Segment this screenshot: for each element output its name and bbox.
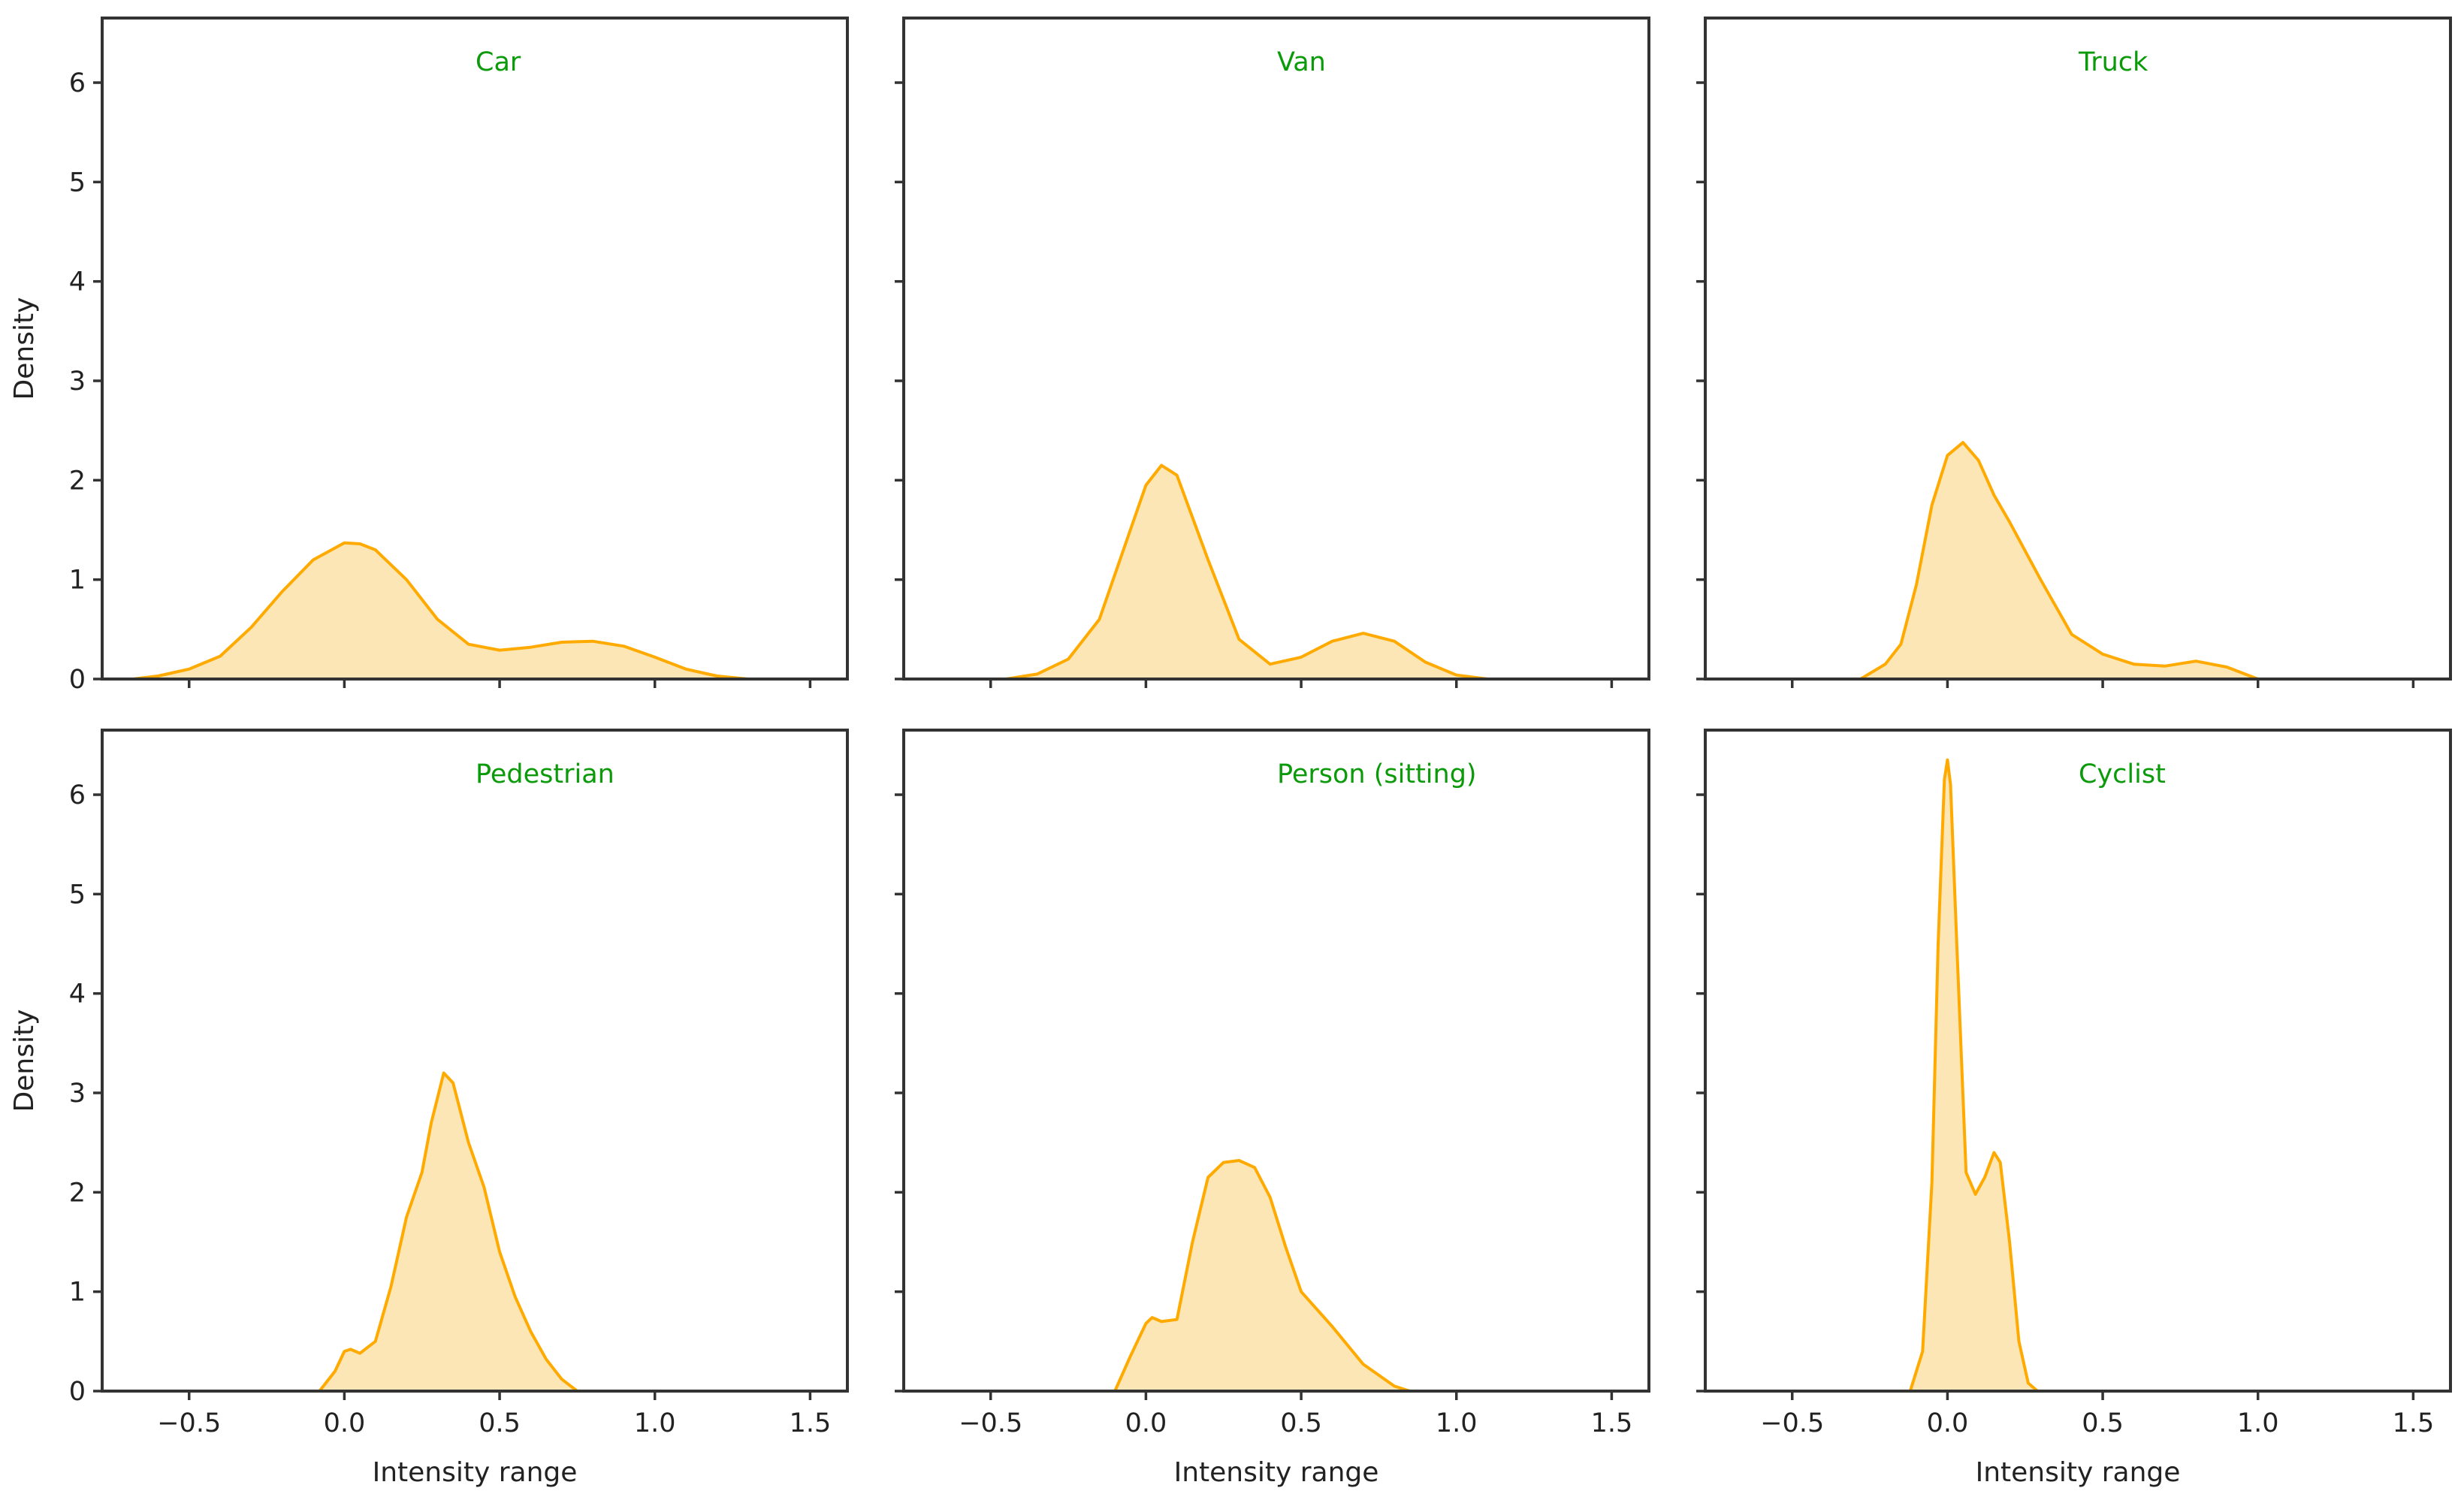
axes-frame xyxy=(101,729,849,1393)
x-tick-label: 0.5 xyxy=(1280,1408,1322,1438)
x-tick-label: 1.0 xyxy=(2237,1408,2279,1438)
panel-van: Van xyxy=(895,17,1650,688)
density-area xyxy=(1910,759,2038,1391)
density-line xyxy=(1908,758,2039,1393)
density-line xyxy=(1006,463,1488,681)
panel-title: Van xyxy=(1277,47,1326,77)
axes-frame xyxy=(1704,729,2452,1393)
y-tick-label: 1 xyxy=(69,566,86,596)
panel-title: Pedestrian xyxy=(476,759,614,789)
x-tick-label: −0.5 xyxy=(959,1408,1022,1438)
panel-title: Cyclist xyxy=(2079,759,2166,789)
x-tick-label: 0.0 xyxy=(324,1408,366,1438)
y-tick-label: 0 xyxy=(69,665,86,695)
density-area xyxy=(133,542,748,679)
y-tick-label: 2 xyxy=(69,1178,86,1208)
y-tick-label: 5 xyxy=(69,880,86,910)
panel-car: 0 1 2 3 4 5 6 Car Density xyxy=(9,17,849,695)
x-axis-label: Intensity range xyxy=(1174,1457,1379,1488)
y-tick-label: 6 xyxy=(69,68,86,98)
panel-cyclist: −0.5 0.0 0.5 1.0 1.5 Cyclist Intensity range xyxy=(1696,729,2452,1488)
y-tick-label: 5 xyxy=(69,168,86,198)
y-tick-label: 1 xyxy=(69,1278,86,1308)
y-tick-label: 6 xyxy=(69,780,86,810)
x-axis-label: Intensity range xyxy=(1976,1457,2181,1488)
panel-title: Truck xyxy=(2078,47,2148,77)
x-tick-label: −0.5 xyxy=(157,1408,221,1438)
x-tick-label: 1.0 xyxy=(634,1408,676,1438)
panel-title: Person (sitting) xyxy=(1277,759,1477,789)
density-line xyxy=(1113,1159,1411,1393)
y-tick-label: 2 xyxy=(69,466,86,496)
panel-truck: Truck xyxy=(1696,17,2452,688)
x-tick-label: 0.0 xyxy=(1125,1408,1167,1438)
y-tick-label: 4 xyxy=(69,267,86,297)
density-line xyxy=(133,541,748,681)
x-tick-label: 1.0 xyxy=(1436,1408,1478,1438)
y-axis-label: Density xyxy=(9,297,40,400)
panel-title: Car xyxy=(476,47,521,77)
axes-frame xyxy=(1704,17,2452,681)
panel-person-sitting: −0.5 0.0 0.5 1.0 1.5 Person (sitting) Intensit… xyxy=(895,729,1650,1488)
x-tick-label: 0.0 xyxy=(1927,1408,1969,1438)
density-area xyxy=(1860,442,2258,679)
y-tick-label: 4 xyxy=(69,979,86,1010)
x-tick-label: 0.5 xyxy=(2082,1408,2124,1438)
axes-frame xyxy=(902,17,1650,681)
panel-pedestrian: 0 1 2 3 4 5 6 −0.5 0.0 0.5 1.0 1.5 Pedestrian Density… xyxy=(9,729,849,1488)
axes-frame xyxy=(101,17,849,681)
x-tick-label: 1.5 xyxy=(2393,1408,2435,1438)
density-line xyxy=(1859,441,2259,681)
y-tick-label: 3 xyxy=(69,1079,86,1109)
x-tick-label: −0.5 xyxy=(1760,1408,1824,1438)
x-tick-label: 1.5 xyxy=(790,1408,832,1438)
y-tick-label: 0 xyxy=(69,1377,86,1407)
y-axis-label: Density xyxy=(9,1010,40,1112)
density-area xyxy=(1006,465,1488,679)
axes-frame xyxy=(902,729,1650,1393)
density-line xyxy=(318,1071,578,1393)
x-tick-label: 0.5 xyxy=(479,1408,521,1438)
x-axis-label: Intensity range xyxy=(373,1457,578,1488)
density-area xyxy=(1115,1160,1410,1391)
x-tick-label: 1.5 xyxy=(1591,1408,1633,1438)
y-tick-label: 3 xyxy=(69,367,86,397)
